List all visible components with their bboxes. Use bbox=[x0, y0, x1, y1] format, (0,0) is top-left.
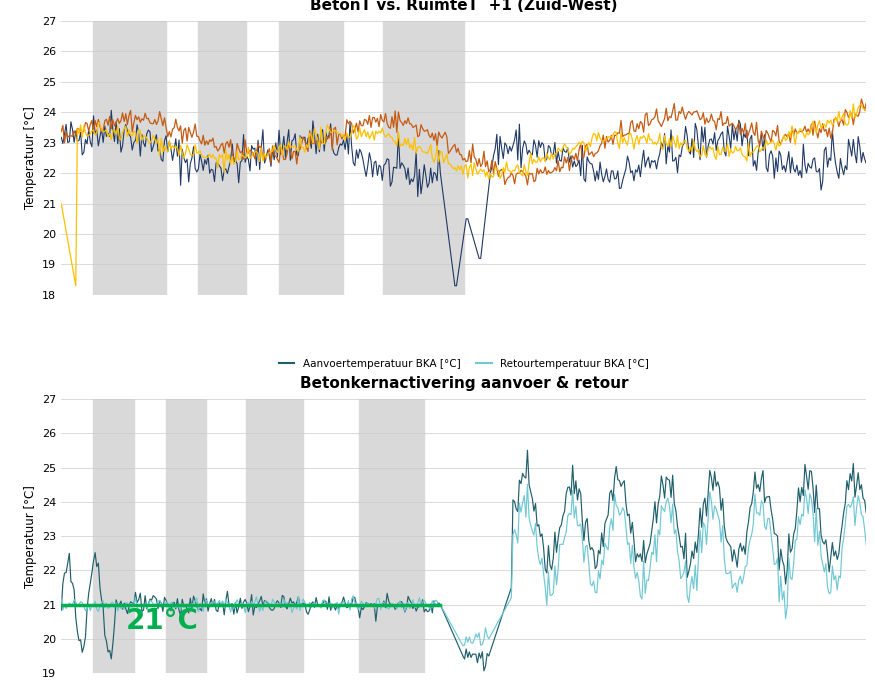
Title: Betonkernactivering aanvoer & retour: Betonkernactivering aanvoer & retour bbox=[299, 376, 628, 391]
Bar bbox=[198, 21, 247, 295]
Bar bbox=[359, 399, 424, 673]
Bar bbox=[166, 399, 206, 673]
Y-axis label: Temperatuur [°C]: Temperatuur [°C] bbox=[24, 484, 37, 588]
Legend: Aanvoertemperatuur BKA [°C], Retourtemperatuur BKA [°C]: Aanvoertemperatuur BKA [°C], Retourtempe… bbox=[275, 355, 653, 373]
Y-axis label: Temperatuur [°C]: Temperatuur [°C] bbox=[24, 106, 37, 210]
Bar bbox=[383, 21, 464, 295]
Bar bbox=[247, 399, 303, 673]
Text: 21°C: 21°C bbox=[126, 607, 199, 634]
Title: BetonT vs. RuimteT  +1 (Zuid-West): BetonT vs. RuimteT +1 (Zuid-West) bbox=[310, 0, 618, 12]
Bar bbox=[94, 21, 166, 295]
Bar bbox=[94, 399, 134, 673]
Bar bbox=[278, 21, 343, 295]
